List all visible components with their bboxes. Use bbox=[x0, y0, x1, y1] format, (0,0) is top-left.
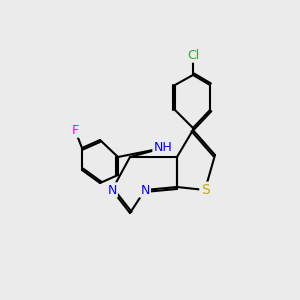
Text: S: S bbox=[201, 183, 209, 197]
Text: N: N bbox=[140, 184, 150, 196]
Text: F: F bbox=[71, 124, 79, 136]
Text: Cl: Cl bbox=[187, 49, 199, 62]
Text: N: N bbox=[107, 184, 117, 196]
Text: NH: NH bbox=[154, 142, 172, 154]
